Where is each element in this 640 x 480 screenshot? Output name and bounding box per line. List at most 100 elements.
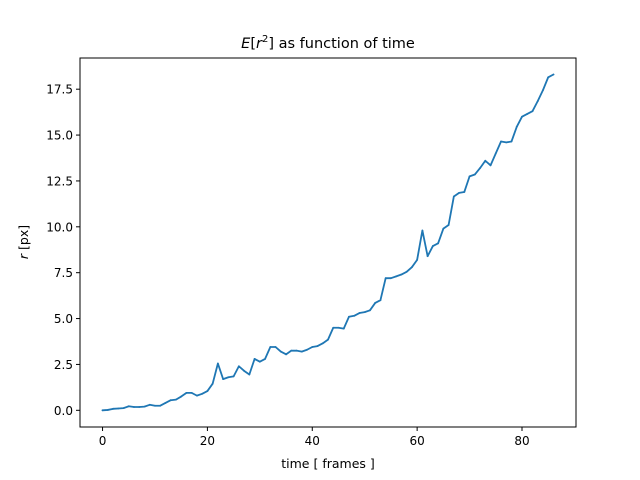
data-point [452,195,455,198]
data-point [185,391,188,394]
data-point [400,273,403,276]
data-point [374,302,377,304]
data-point [542,89,544,92]
y-tick-label: 12.5 [46,174,73,188]
data-point [243,369,246,372]
data-point [458,191,460,194]
data-point [311,346,314,348]
data-point [106,409,109,411]
data-point [521,115,523,118]
data-point [505,141,508,144]
data-point [169,399,172,402]
data-points [101,73,555,412]
data-point [117,407,120,410]
data-point [547,76,550,79]
data-point [353,314,356,317]
data-point [232,375,235,378]
data-point [484,159,487,162]
y-tick-label: 15.0 [46,129,73,143]
data-point [531,110,534,113]
y-tick-label: 17.5 [46,83,73,97]
data-point [405,270,408,273]
data-point [211,382,214,385]
y-axis-label: r [px] [16,225,31,259]
data-point [358,312,361,314]
x-axis-ticks: 0 20 40 60 80 [99,427,530,448]
data-point [227,376,230,379]
data-point [122,407,125,409]
data-point [379,299,382,302]
data-point [494,152,497,155]
y-tick-label: 5.0 [54,312,73,326]
y-tick-label: 7.5 [54,266,73,280]
data-point [463,191,466,193]
data-point [190,391,193,394]
data-point [306,348,308,351]
data-point [473,173,476,176]
data-point [180,395,183,398]
data-point [442,227,445,230]
y-axis-ticks: 0.0 2.5 5.0 7.5 10.0 12.5 15.0 17.5 [46,83,80,418]
data-point [133,406,135,408]
x-tick-label: 20 [200,434,215,448]
data-point [274,346,277,348]
data-point [337,326,340,329]
data-point [510,140,513,143]
data-point [112,407,114,410]
data-point [300,350,303,353]
data-point [216,362,219,365]
data-point [479,167,481,169]
data-point [138,406,141,408]
data-point [390,277,392,280]
x-tick-label: 80 [514,434,529,448]
data-point [279,350,282,353]
y-tick-label: 0.0 [54,404,73,418]
data-point [500,140,502,143]
data-point [258,360,261,363]
data-point [316,345,319,347]
data-point [437,242,440,245]
data-point [295,349,298,352]
data-point [426,255,429,258]
y-tick-label: 2.5 [54,358,73,372]
data-point [148,403,151,406]
data-point [290,349,293,352]
data-point [253,358,256,360]
data-point [332,326,335,329]
data-point [431,245,434,247]
y-tick-label: 10.0 [46,220,73,234]
data-point [363,311,366,314]
data-point [421,229,424,232]
data-point [248,373,251,376]
data-point [201,392,204,395]
data-point [348,315,350,318]
axes-frame [79,57,577,428]
data-point [416,258,419,261]
data-point [159,404,162,407]
data-point [536,100,539,103]
data-point [327,338,329,341]
data-point [264,358,266,360]
data-point [447,224,450,226]
data-point [154,404,156,407]
data-point [489,164,492,167]
data-point [410,266,413,269]
x-tick-label: 40 [305,434,320,448]
data-point [127,405,130,408]
chart-title: E[r2] as function of time [241,34,415,52]
data-point [342,327,345,330]
data-point [175,398,177,401]
data-point [196,394,198,397]
data-point [101,409,104,412]
data-point [468,175,471,178]
x-axis-label: time [ frames ] [281,456,375,471]
data-point [369,309,371,312]
x-tick-label: 0 [99,434,107,448]
data-point [321,342,324,345]
data-point [526,113,529,115]
x-tick-label: 60 [409,434,424,448]
data-point [384,277,387,280]
data-point [269,346,272,348]
